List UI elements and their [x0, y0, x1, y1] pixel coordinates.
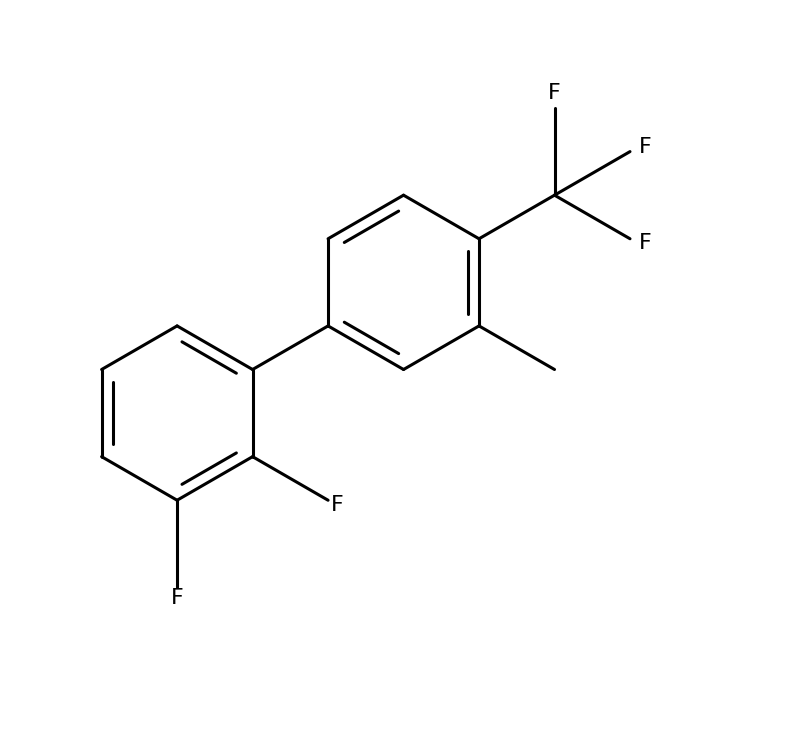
- Text: F: F: [171, 588, 183, 608]
- Text: F: F: [331, 495, 344, 516]
- Text: F: F: [638, 233, 651, 253]
- Text: F: F: [638, 137, 651, 157]
- Text: F: F: [548, 84, 561, 103]
